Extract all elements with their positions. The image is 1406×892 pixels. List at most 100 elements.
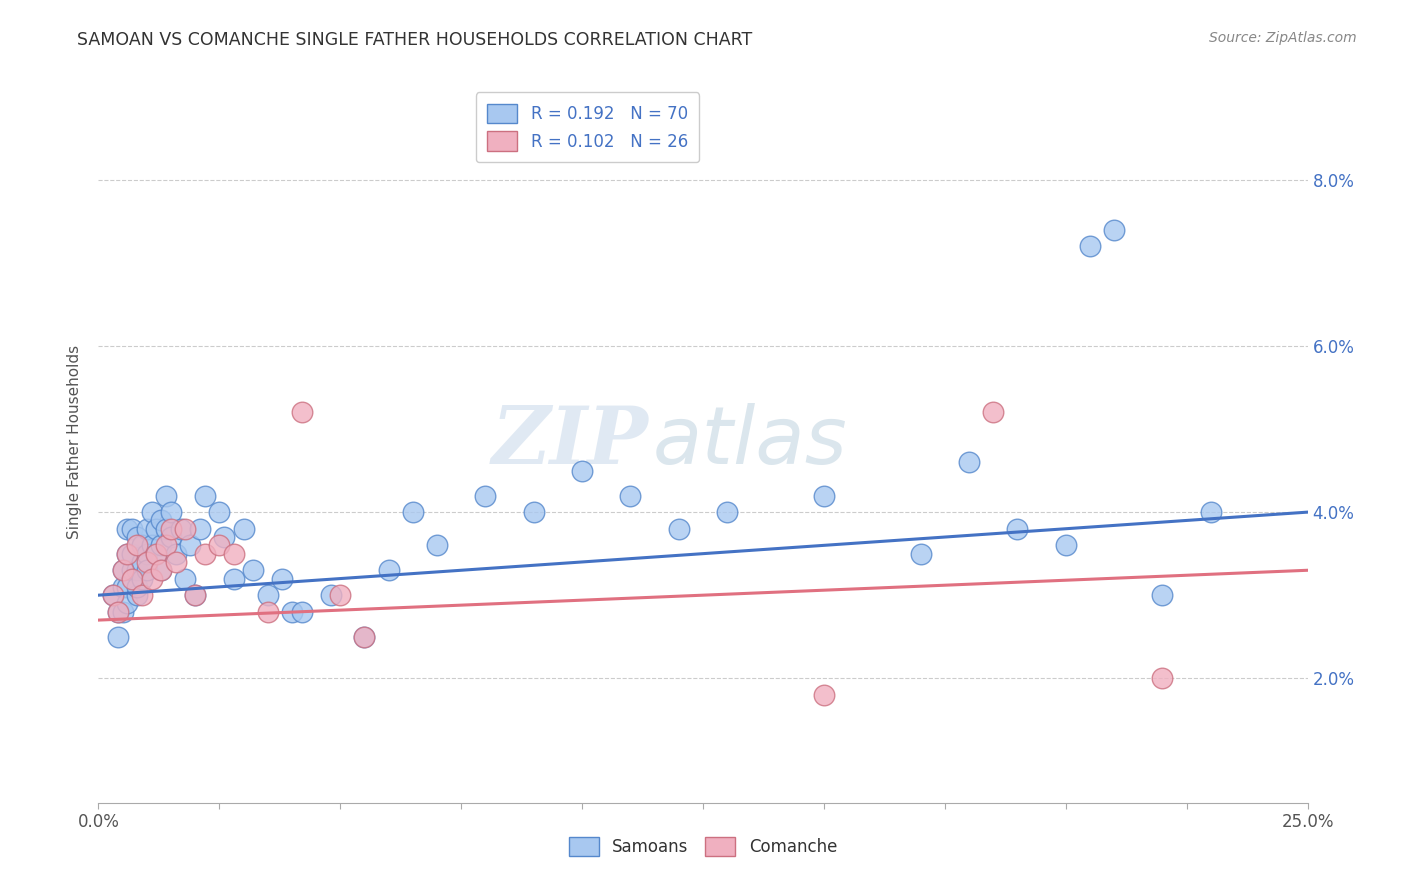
Point (107, 605, 129, 619)
Text: ZIP: ZIP (492, 403, 648, 480)
Point (127, 563, 149, 577)
Point (1199, 505, 1222, 519)
Text: atlas: atlas (652, 402, 846, 481)
Point (141, 572, 163, 586)
Point (121, 563, 143, 577)
Point (910, 547, 932, 561)
Point (208, 538, 231, 552)
Point (141, 505, 163, 519)
Point (160, 505, 183, 519)
Point (353, 630, 375, 644)
Point (290, 405, 312, 419)
Point (426, 538, 449, 552)
Point (281, 605, 304, 619)
Point (141, 538, 163, 552)
Point (319, 588, 342, 602)
Point (523, 505, 546, 519)
Point (716, 505, 738, 519)
Point (131, 572, 153, 586)
Point (135, 522, 157, 536)
Point (150, 563, 173, 577)
Point (957, 455, 980, 469)
Point (668, 522, 690, 536)
Point (145, 522, 167, 536)
Point (290, 605, 312, 619)
Point (232, 522, 254, 536)
Point (101, 588, 124, 602)
Point (169, 522, 191, 536)
Point (256, 605, 278, 619)
Point (194, 547, 217, 561)
Point (135, 547, 157, 561)
Point (1102, 223, 1125, 237)
Point (184, 588, 207, 602)
Point (155, 538, 177, 552)
Point (179, 538, 201, 552)
Point (160, 522, 183, 536)
Point (155, 489, 177, 503)
Point (135, 563, 157, 577)
Point (188, 522, 211, 536)
Point (1152, 671, 1174, 685)
Point (127, 588, 149, 602)
Point (222, 547, 245, 561)
Point (117, 547, 139, 561)
Point (474, 489, 496, 503)
Point (150, 563, 173, 577)
Point (174, 522, 197, 536)
Point (208, 505, 231, 519)
Point (184, 588, 207, 602)
Point (131, 588, 153, 602)
Point (107, 605, 129, 619)
Point (117, 597, 139, 611)
Point (353, 630, 375, 644)
Point (165, 547, 187, 561)
Point (329, 588, 352, 602)
Point (145, 547, 167, 561)
Point (377, 563, 399, 577)
Point (107, 630, 129, 644)
Point (127, 580, 149, 594)
Point (111, 563, 134, 577)
Point (111, 605, 134, 619)
Point (121, 572, 143, 586)
Point (813, 688, 835, 702)
Point (813, 489, 835, 503)
Text: Source: ZipAtlas.com: Source: ZipAtlas.com (1209, 31, 1357, 45)
Legend: Samoans, Comanche: Samoans, Comanche (562, 830, 844, 863)
Text: SAMOAN VS COMANCHE SINGLE FATHER HOUSEHOLDS CORRELATION CHART: SAMOAN VS COMANCHE SINGLE FATHER HOUSEHO… (77, 31, 752, 49)
Point (194, 489, 217, 503)
Point (155, 522, 177, 536)
Point (131, 538, 153, 552)
Point (117, 547, 139, 561)
Point (117, 580, 139, 594)
Point (111, 563, 134, 577)
Point (242, 563, 264, 577)
Point (117, 522, 139, 536)
Point (121, 547, 143, 561)
Point (174, 572, 197, 586)
Point (131, 555, 153, 569)
Point (1078, 239, 1101, 253)
Point (127, 530, 149, 544)
Y-axis label: Single Father Households: Single Father Households (67, 344, 83, 539)
Point (121, 522, 143, 536)
Point (150, 513, 173, 527)
Point (160, 530, 183, 544)
Point (135, 555, 157, 569)
Point (1007, 522, 1029, 536)
Point (1152, 588, 1174, 602)
Point (145, 547, 167, 561)
Point (150, 538, 173, 552)
Point (165, 555, 187, 569)
Point (571, 464, 593, 478)
Point (1054, 538, 1077, 552)
Point (101, 588, 124, 602)
Point (111, 580, 134, 594)
Point (619, 489, 641, 503)
Point (212, 530, 235, 544)
Point (256, 588, 278, 602)
Point (222, 572, 245, 586)
Point (402, 505, 425, 519)
Point (981, 405, 1004, 419)
